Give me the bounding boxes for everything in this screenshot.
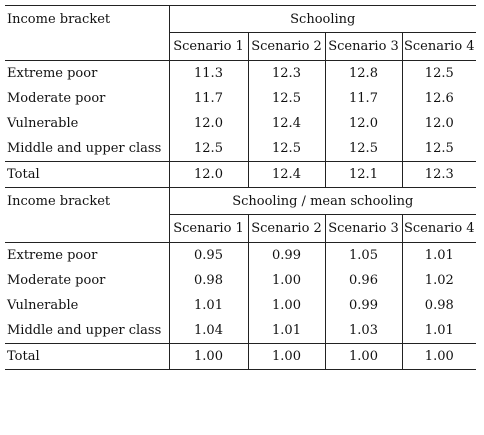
- value-cell: 1.00: [247, 293, 325, 318]
- table-row: Moderate poor 11.7 12.5 11.7 12.6: [5, 86, 477, 111]
- scenario-header: Scenario 3: [324, 32, 402, 61]
- value-cell: 12.4: [247, 111, 325, 136]
- value-cell: 12.0: [401, 111, 477, 136]
- value-cell: 0.98: [401, 293, 477, 318]
- table-row: Extreme poor 11.3 12.3 12.8 12.5: [5, 60, 477, 86]
- value-cell: 12.5: [401, 136, 477, 162]
- schooling-table: Income bracket Schooling Scenario 1 Scenari…: [5, 5, 477, 370]
- value-cell: 0.96: [324, 268, 402, 293]
- value-cell: 1.01: [401, 242, 477, 268]
- total-value-cell: 12.1: [324, 161, 402, 188]
- scenario-header: Scenario 3: [324, 214, 402, 243]
- scenario-header: Scenario 1: [168, 214, 248, 243]
- value-cell: 11.7: [324, 86, 402, 111]
- value-cell: 12.8: [324, 60, 402, 86]
- value-cell: 1.01: [168, 293, 248, 318]
- group-header: Schooling / mean schooling: [168, 187, 477, 215]
- total-value-cell: 1.00: [401, 343, 477, 370]
- value-cell: 1.01: [401, 318, 477, 344]
- total-value-cell: 12.3: [401, 161, 477, 188]
- value-cell: 1.01: [247, 318, 325, 344]
- value-cell: 0.99: [247, 242, 325, 268]
- scenario-header-row: Scenario 1 Scenario 2 Scenario 3 Scenario 4: [5, 214, 477, 243]
- value-cell: 11.3: [168, 60, 248, 86]
- scenario-header-row: Scenario 1 Scenario 2 Scenario 3 Scenario 4: [5, 32, 477, 61]
- value-cell: 12.5: [168, 136, 248, 162]
- total-value-cell: 12.4: [247, 161, 325, 188]
- value-cell: 12.5: [324, 136, 402, 162]
- value-cell: 1.05: [324, 242, 402, 268]
- total-label: Total: [5, 343, 169, 370]
- data-table-container: Income bracket Schooling Scenario 1 Scenari…: [5, 5, 477, 370]
- total-label: Total: [5, 161, 169, 188]
- row-label: Middle and upper class: [7, 323, 162, 338]
- row-label: Middle and upper class: [7, 141, 162, 156]
- value-cell: 1.04: [168, 318, 248, 344]
- value-cell: 12.6: [401, 86, 477, 111]
- scenario-header: Scenario 2: [247, 214, 325, 243]
- row-label: Vulnerable: [7, 298, 79, 313]
- total-value-cell: 12.0: [168, 161, 248, 188]
- value-cell: 12.3: [247, 60, 325, 86]
- scenario-header: Scenario 2: [247, 32, 325, 61]
- value-cell: 0.99: [324, 293, 402, 318]
- value-cell: 1.00: [247, 268, 325, 293]
- total-value-cell: 1.00: [324, 343, 402, 370]
- value-cell: 12.0: [324, 111, 402, 136]
- value-cell: 0.98: [168, 268, 248, 293]
- total-value-cell: 1.00: [168, 343, 248, 370]
- value-cell: 11.7: [168, 86, 248, 111]
- table-row: Middle and upper class 1.04 1.01 1.03 1.01: [5, 318, 477, 344]
- value-cell: 1.02: [401, 268, 477, 293]
- total-row: Total 12.0 12.4 12.1 12.3: [5, 161, 477, 188]
- section-header-row: Income bracket Schooling: [5, 5, 477, 33]
- blank-cell: [5, 214, 169, 243]
- value-cell: 12.5: [247, 86, 325, 111]
- table-body: Income bracket Schooling Scenario 1 Scenari…: [5, 5, 477, 370]
- row-label: Extreme poor: [7, 248, 98, 263]
- table-row: Vulnerable 1.01 1.00 0.99 0.98: [5, 293, 477, 318]
- row-label: Moderate poor: [7, 273, 106, 288]
- row-header-label: Income bracket: [5, 5, 169, 33]
- scenario-header: Scenario 4: [401, 214, 477, 243]
- value-cell: 12.5: [401, 60, 477, 86]
- value-cell: 12.5: [247, 136, 325, 162]
- value-cell: 0.95: [168, 242, 248, 268]
- row-label: Moderate poor: [7, 91, 106, 106]
- row-header-label: Income bracket: [5, 187, 169, 215]
- group-header: Schooling: [168, 5, 477, 33]
- table-row: Moderate poor 0.98 1.00 0.96 1.02: [5, 268, 477, 293]
- table-row: Extreme poor 0.95 0.99 1.05 1.01: [5, 242, 477, 268]
- row-label: Extreme poor: [7, 66, 98, 81]
- value-cell: 12.0: [168, 111, 248, 136]
- table-row: Vulnerable 12.0 12.4 12.0 12.0: [5, 111, 477, 136]
- table-row: Middle and upper class 12.5 12.5 12.5 12.5: [5, 136, 477, 162]
- blank-cell: [5, 32, 169, 61]
- total-row: Total 1.00 1.00 1.00 1.00: [5, 343, 477, 370]
- row-label: Vulnerable: [7, 116, 79, 131]
- scenario-header: Scenario 1: [168, 32, 248, 61]
- scenario-header: Scenario 4: [401, 32, 477, 61]
- value-cell: 1.03: [324, 318, 402, 344]
- section-header-row: Income bracket Schooling / mean schooling: [5, 187, 477, 215]
- total-value-cell: 1.00: [247, 343, 325, 370]
